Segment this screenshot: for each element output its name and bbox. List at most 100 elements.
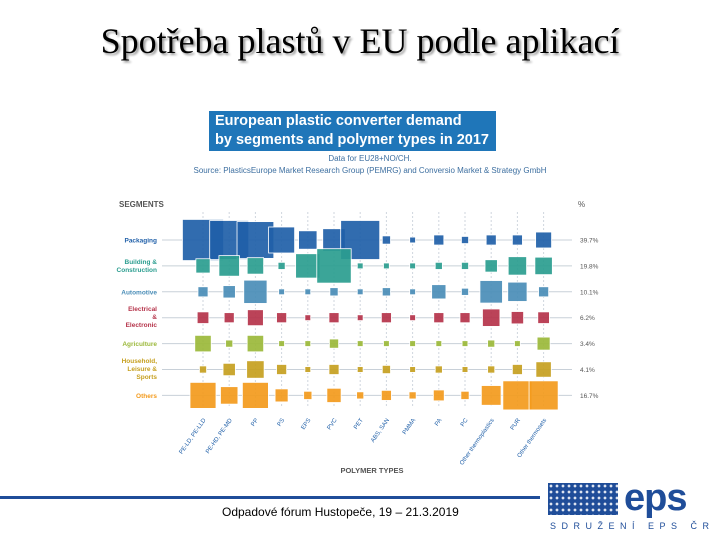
bubble-mark [507,281,528,302]
bubble-mark [510,311,524,325]
bubble-mark [433,234,445,246]
bubble-mark [487,339,496,348]
bubble-mark [511,234,523,246]
bubble-mark [222,362,236,377]
chart-title: European plastic converter demand by seg… [209,111,496,151]
bubble-mark [356,262,364,270]
bubble-mark [225,339,234,348]
polymer-tick-label: PUR [510,417,523,431]
bubble-mark [304,288,312,296]
segments-header: SEGMENTS [119,200,164,209]
bubble-mark [356,314,364,322]
bubble-mark [536,336,551,351]
bubble-mark [326,387,342,403]
bubble-mark [434,365,443,374]
bubble-mark [484,259,498,273]
bubble-mark [409,366,416,373]
bubble-mark [381,364,391,375]
bubble-mark [298,230,318,250]
bubble-mark [274,388,289,403]
segment-share-label: 39.7% [580,238,599,245]
bubble-mark [194,334,212,353]
bubble-mark [356,391,365,400]
logo-subtitle: SDRUŽENÍ EPS ČR [550,521,715,531]
chart-title-line-1: European plastic converter demand [215,113,462,129]
bubble-mark [356,366,364,373]
polymer-tick-label: ABS, SAN [370,418,391,444]
logo-dot-grid [548,483,618,515]
bubble-mark [461,261,469,270]
bubble-mark [196,311,210,324]
bubble-mark [329,287,339,297]
polymer-tick-label: PC [460,417,470,428]
bubble-mark [479,280,503,304]
bubble-mark [356,288,364,296]
bubble-mark [535,361,552,378]
bubble-mark [409,314,416,322]
bubble-mark [535,231,552,249]
bubble-mark [304,340,312,347]
bubble-mark [246,257,265,275]
bubble-mark [189,381,217,409]
bubble-mark [236,221,275,259]
bubble-mark [502,380,533,411]
bubble-mark [380,389,392,401]
bubble-mark [276,312,288,324]
polymer-tick-label: PE-LD, PE-LLD [179,417,208,455]
bubble-mark [461,366,469,373]
bubble-mark [328,364,340,375]
bubble-mark [222,285,236,299]
chart-source: Source: PlasticsEurope Market Research G… [193,166,547,175]
bubble-mark [480,385,502,406]
segment-label: Agriculture [122,341,157,348]
bubble-mark [433,312,445,324]
bubble-mark [218,255,240,277]
bubble-mark [328,312,340,324]
bubble-mark [381,235,391,245]
segment-label: Packaging [124,238,157,245]
polymer-tick-label: PET [353,417,365,430]
bubble-mark [460,390,470,400]
bubble-mark [295,253,321,279]
x-axis-label: POLYMER TYPES [340,466,403,475]
bubble-mark [511,364,523,375]
chart-meta: Data for EU28+NO/CH. Source: PlasticsEur… [180,153,560,177]
segment-label: Others [136,393,157,400]
segment-share-label: 6.2% [580,315,595,322]
polymer-tick-label: PMMA [402,418,417,436]
logo-wordmark: eps [624,477,687,519]
segment-label: Automotive [121,289,157,296]
bubble-mark [195,258,211,274]
bubble-mark [380,312,392,324]
bubble-mark [243,279,268,304]
bubble-mark [383,340,390,347]
bubble-mark [485,234,497,246]
polymer-tick-label: EPS [301,418,313,431]
bubble-mark [409,288,416,296]
polymer-tick-label: Other thermosets [517,418,549,459]
slide-title: Spotřeba plastů v EU podle aplikací [100,21,620,61]
polymer-tick-label: PVC [327,417,339,431]
bubble-mark [459,312,471,324]
bubble-mark [461,340,469,347]
bubble-mark [383,262,390,270]
bubble-mark [278,340,285,347]
bubble-mark [276,364,288,375]
bubble-mark [304,366,312,373]
percent-header: % [578,200,586,209]
bubble-mark [434,261,443,270]
bubble-mark [356,340,364,347]
bubble-mark [537,311,550,324]
bubble-mark [487,365,496,374]
bubble-mark [199,365,207,374]
bubble-mark [197,286,209,298]
bubble-mark [247,309,264,327]
bubble-mark [241,381,269,409]
bubble-mark [409,236,416,244]
bubble-mark [316,248,352,284]
eps-logo: eps SDRUŽENÍ EPS ČR [548,477,709,533]
bubble-mark [246,360,265,379]
chart-title-line-2: by segments and polymer types in 2017 [215,132,489,148]
segment-share-label: 4.1% [580,367,595,374]
